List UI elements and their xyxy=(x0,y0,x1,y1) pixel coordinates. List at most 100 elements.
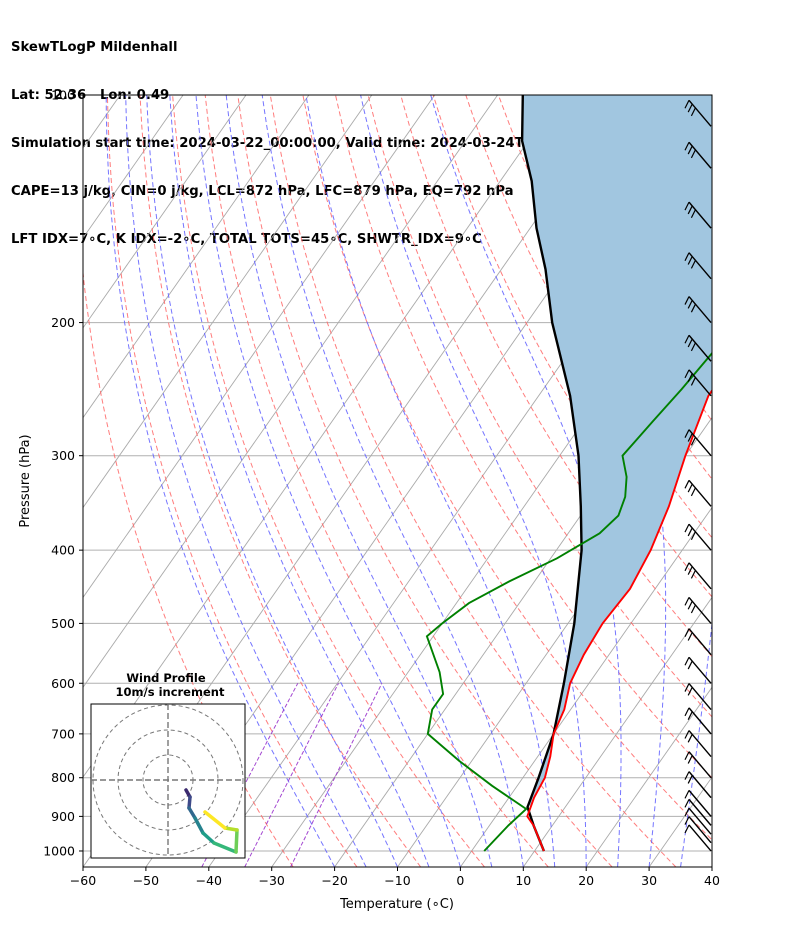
wind-barb xyxy=(688,707,712,735)
parcel-profile-line xyxy=(520,95,583,852)
wind-barb-flag xyxy=(687,145,693,155)
temperature-line xyxy=(526,389,712,852)
moist-adiabat xyxy=(105,95,336,867)
wind-barb xyxy=(688,751,712,779)
wind-barb xyxy=(688,798,712,826)
wind-barb xyxy=(688,628,712,656)
wind-barb-flag xyxy=(690,377,696,386)
x-tick-label: 30 xyxy=(641,873,657,888)
hodograph-segment xyxy=(203,810,227,830)
x-tick-label: 40 xyxy=(704,873,720,888)
x-tick-label: −10 xyxy=(384,873,410,888)
dry-adiabat xyxy=(83,268,294,867)
moist-adiabat xyxy=(360,95,587,867)
moist-adiabat xyxy=(261,95,524,867)
wind-barb-flag xyxy=(687,687,693,696)
wind-barb xyxy=(688,201,712,229)
x-tick-label: 10 xyxy=(515,873,531,888)
wind-barb-flag xyxy=(684,771,690,780)
wind-barb-flag xyxy=(690,342,696,352)
wind-barb-flag xyxy=(684,334,690,344)
wind-barb-flag xyxy=(687,527,693,537)
dry-adiabat xyxy=(759,95,794,867)
wind-barb-flag xyxy=(687,566,693,575)
wind-barb-flag xyxy=(684,707,690,717)
wind-barb xyxy=(688,252,712,280)
isotherm xyxy=(83,95,310,419)
dry-adiabat xyxy=(106,95,358,867)
y-tick-label: 700 xyxy=(51,726,75,741)
wind-barb-flag xyxy=(684,252,690,262)
hodograph-segment xyxy=(234,828,239,854)
x-axis-label: Temperature (∘C) xyxy=(339,897,454,912)
indices-line-1: CAPE=13 j/kg, CIN=0 j/kg, LCL=872 hPa, L… xyxy=(11,184,514,199)
y-tick-label: 400 xyxy=(51,543,75,558)
wind-barb-flag xyxy=(687,300,693,309)
wind-barb-flag xyxy=(690,209,696,218)
wind-barb-flag xyxy=(684,429,690,438)
y-axis-label: Pressure (hPa) xyxy=(18,434,33,527)
y-tick-label: 500 xyxy=(51,616,75,631)
wind-barb-flag xyxy=(687,711,693,720)
dry-adiabat xyxy=(727,95,794,867)
dry-adiabat xyxy=(139,95,422,867)
isotherm xyxy=(522,596,712,867)
dry-adiabat xyxy=(204,95,549,867)
cape-area xyxy=(522,95,712,806)
dewpoint-line xyxy=(425,351,712,852)
hodograph-segment xyxy=(201,831,216,845)
wind-barb xyxy=(688,824,712,852)
plot-area xyxy=(83,95,794,867)
y-tick-label: 600 xyxy=(51,676,75,691)
wind-barb-flag xyxy=(684,628,690,637)
wind-barb-flag xyxy=(684,296,690,305)
chart-title: SkewTLogP Mildenhall xyxy=(11,40,178,55)
wind-barb-flag xyxy=(684,730,690,739)
hodograph-segment xyxy=(187,806,197,820)
x-tick-label: −30 xyxy=(259,873,285,888)
y-tick-label: 1000 xyxy=(43,843,75,858)
wind-barb-flag xyxy=(684,100,690,109)
wind-barb xyxy=(688,296,712,324)
wind-barb-flag xyxy=(684,480,690,489)
wind-barb-flag xyxy=(687,632,693,641)
wind-barb xyxy=(688,479,712,507)
isotherm xyxy=(83,95,373,509)
wind-barb-flag xyxy=(684,201,690,211)
wind-barb-flag xyxy=(687,775,693,784)
wind-barb xyxy=(688,429,712,457)
wind-barb xyxy=(688,334,712,362)
x-tick-label: 0 xyxy=(456,873,464,888)
x-tick-label: −20 xyxy=(321,873,347,888)
wind-barb xyxy=(688,99,712,127)
indices-line-2: LFT IDX=7∘C, K IDX=-2∘C, TOTAL TOTS=45∘C… xyxy=(11,232,482,247)
isotherm xyxy=(460,506,712,867)
wind-barbs xyxy=(684,99,712,852)
moist-adiabat xyxy=(225,95,493,867)
y-tick-label: 200 xyxy=(51,315,75,330)
wind-barb xyxy=(688,730,712,757)
dry-adiabat xyxy=(172,95,485,867)
wind-barb-flag xyxy=(687,373,693,382)
wind-barb-flag xyxy=(684,656,690,666)
wind-barb xyxy=(688,596,712,624)
moist-adiabat xyxy=(305,95,556,867)
wind-barb-flag xyxy=(684,751,690,760)
wind-barb-flag xyxy=(690,107,696,117)
mixing-ratio-line xyxy=(290,683,383,867)
x-tick-label: −50 xyxy=(133,873,159,888)
wind-barb-flag xyxy=(684,807,690,817)
wind-profile-subtitle: 10m/s increment xyxy=(116,685,225,699)
wind-barb xyxy=(688,141,712,169)
y-tick-label: 300 xyxy=(51,448,75,463)
wind-profile-inset: Wind Profile 10m/s increment xyxy=(90,671,246,859)
wind-barb-flag xyxy=(684,683,690,692)
x-tick-label: −40 xyxy=(196,873,222,888)
wind-barb-flag xyxy=(690,531,696,541)
wind-barb-flag xyxy=(690,260,696,269)
wind-barb-flag xyxy=(687,734,693,743)
isotherm xyxy=(83,95,247,329)
wind-barb-flag xyxy=(684,799,690,808)
wind-barb-flag xyxy=(684,790,690,799)
